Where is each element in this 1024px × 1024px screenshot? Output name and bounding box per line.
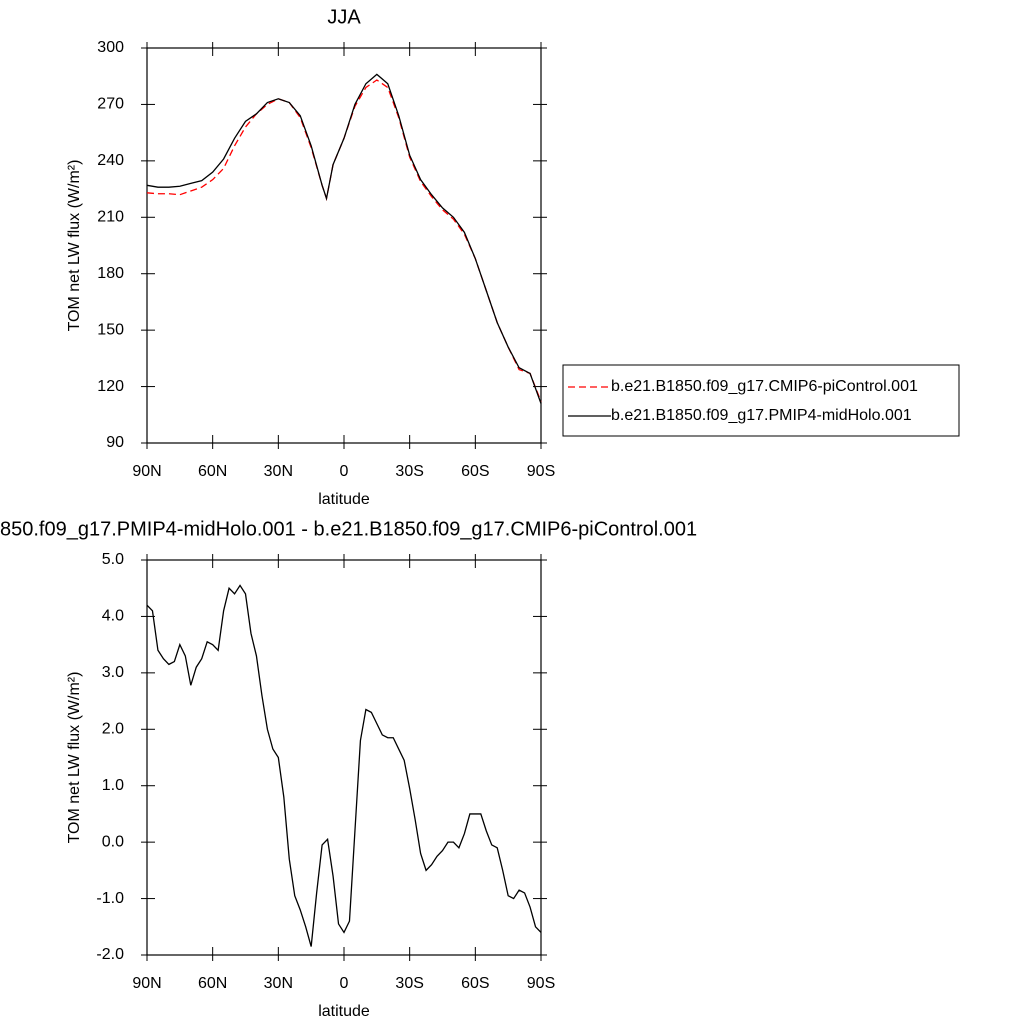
x-tick-label: 60S (461, 975, 489, 992)
chart-title: 850.f09_g17.PMIP4-midHolo.001 - b.e21.B1… (0, 518, 697, 540)
x-tick-label: 30N (264, 463, 293, 480)
y-axis-label: TOM net LW flux (W/m²) (66, 160, 83, 332)
x-tick-label: 60N (198, 975, 227, 992)
x-tick-label: 90N (132, 463, 161, 480)
x-tick-label: 30S (395, 463, 423, 480)
plot-frame (146, 47, 542, 444)
x-tick-label: 60N (198, 463, 227, 480)
y-tick-label: -2.0 (96, 946, 124, 963)
y-tick-label: -1.0 (96, 890, 124, 907)
x-tick-label: 90N (132, 975, 161, 992)
legend-label: b.e21.B1850.f09_g17.CMIP6-piControl.001 (611, 378, 918, 395)
y-tick-label: 1.0 (102, 777, 124, 794)
y-tick-label: 210 (97, 209, 124, 226)
plot-frame (146, 559, 542, 956)
data-line (146, 73, 542, 404)
y-tick-label: 300 (97, 39, 124, 56)
x-axis-label: latitude (318, 1003, 370, 1020)
y-axis-label: TOM net LW flux (W/m²) (66, 672, 83, 844)
x-tick-label: 30S (395, 975, 423, 992)
legend-box (562, 364, 960, 437)
y-tick-label: 270 (97, 96, 124, 113)
y-tick-label: 2.0 (102, 721, 124, 738)
y-tick-label: 0.0 (102, 833, 124, 850)
y-tick-label: 180 (97, 265, 124, 282)
y-tick-label: 3.0 (102, 664, 124, 681)
data-line (146, 584, 542, 947)
x-tick-label: 60S (461, 463, 489, 480)
y-tick-label: 120 (97, 378, 124, 395)
y-tick-label: 4.0 (102, 608, 124, 625)
x-tick-label: 90S (527, 975, 555, 992)
y-tick-label: 240 (97, 152, 124, 169)
chart-title: JJA (327, 6, 361, 28)
x-axis-label: latitude (318, 491, 370, 508)
y-tick-label: 5.0 (102, 551, 124, 568)
x-tick-label: 90S (527, 463, 555, 480)
x-tick-label: 30N (264, 975, 293, 992)
x-tick-label: 0 (340, 463, 349, 480)
data-line (146, 79, 542, 402)
y-tick-label: 150 (97, 321, 124, 338)
y-tick-label: 90 (106, 434, 124, 451)
legend-label: b.e21.B1850.f09_g17.PMIP4-midHolo.001 (611, 407, 912, 424)
x-tick-label: 0 (340, 975, 349, 992)
